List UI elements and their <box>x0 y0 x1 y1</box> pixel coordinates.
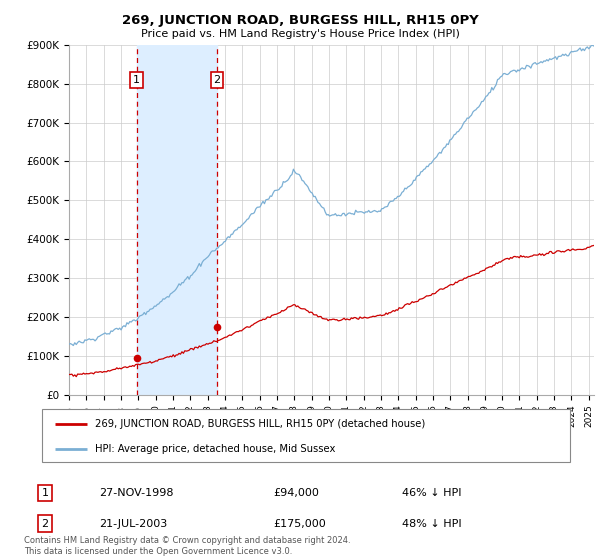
Text: HPI: Average price, detached house, Mid Sussex: HPI: Average price, detached house, Mid … <box>95 444 335 454</box>
Bar <box>137 45 217 395</box>
Text: Price paid vs. HM Land Registry's House Price Index (HPI): Price paid vs. HM Land Registry's House … <box>140 29 460 39</box>
Text: 27-NOV-1998: 27-NOV-1998 <box>99 488 173 498</box>
Text: Contains HM Land Registry data © Crown copyright and database right 2024.
This d: Contains HM Land Registry data © Crown c… <box>24 536 350 556</box>
Text: 1: 1 <box>41 488 49 498</box>
Text: 21-JUL-2003: 21-JUL-2003 <box>99 519 167 529</box>
Text: 269, JUNCTION ROAD, BURGESS HILL, RH15 0PY (detached house): 269, JUNCTION ROAD, BURGESS HILL, RH15 0… <box>95 419 425 429</box>
FancyBboxPatch shape <box>42 409 570 462</box>
Text: £175,000: £175,000 <box>273 519 326 529</box>
Text: 2: 2 <box>214 75 221 85</box>
Text: 269, JUNCTION ROAD, BURGESS HILL, RH15 0PY: 269, JUNCTION ROAD, BURGESS HILL, RH15 0… <box>122 14 478 27</box>
Text: 2: 2 <box>41 519 49 529</box>
Text: £94,000: £94,000 <box>273 488 319 498</box>
Text: 48% ↓ HPI: 48% ↓ HPI <box>402 519 461 529</box>
Text: 1: 1 <box>133 75 140 85</box>
Text: 46% ↓ HPI: 46% ↓ HPI <box>402 488 461 498</box>
